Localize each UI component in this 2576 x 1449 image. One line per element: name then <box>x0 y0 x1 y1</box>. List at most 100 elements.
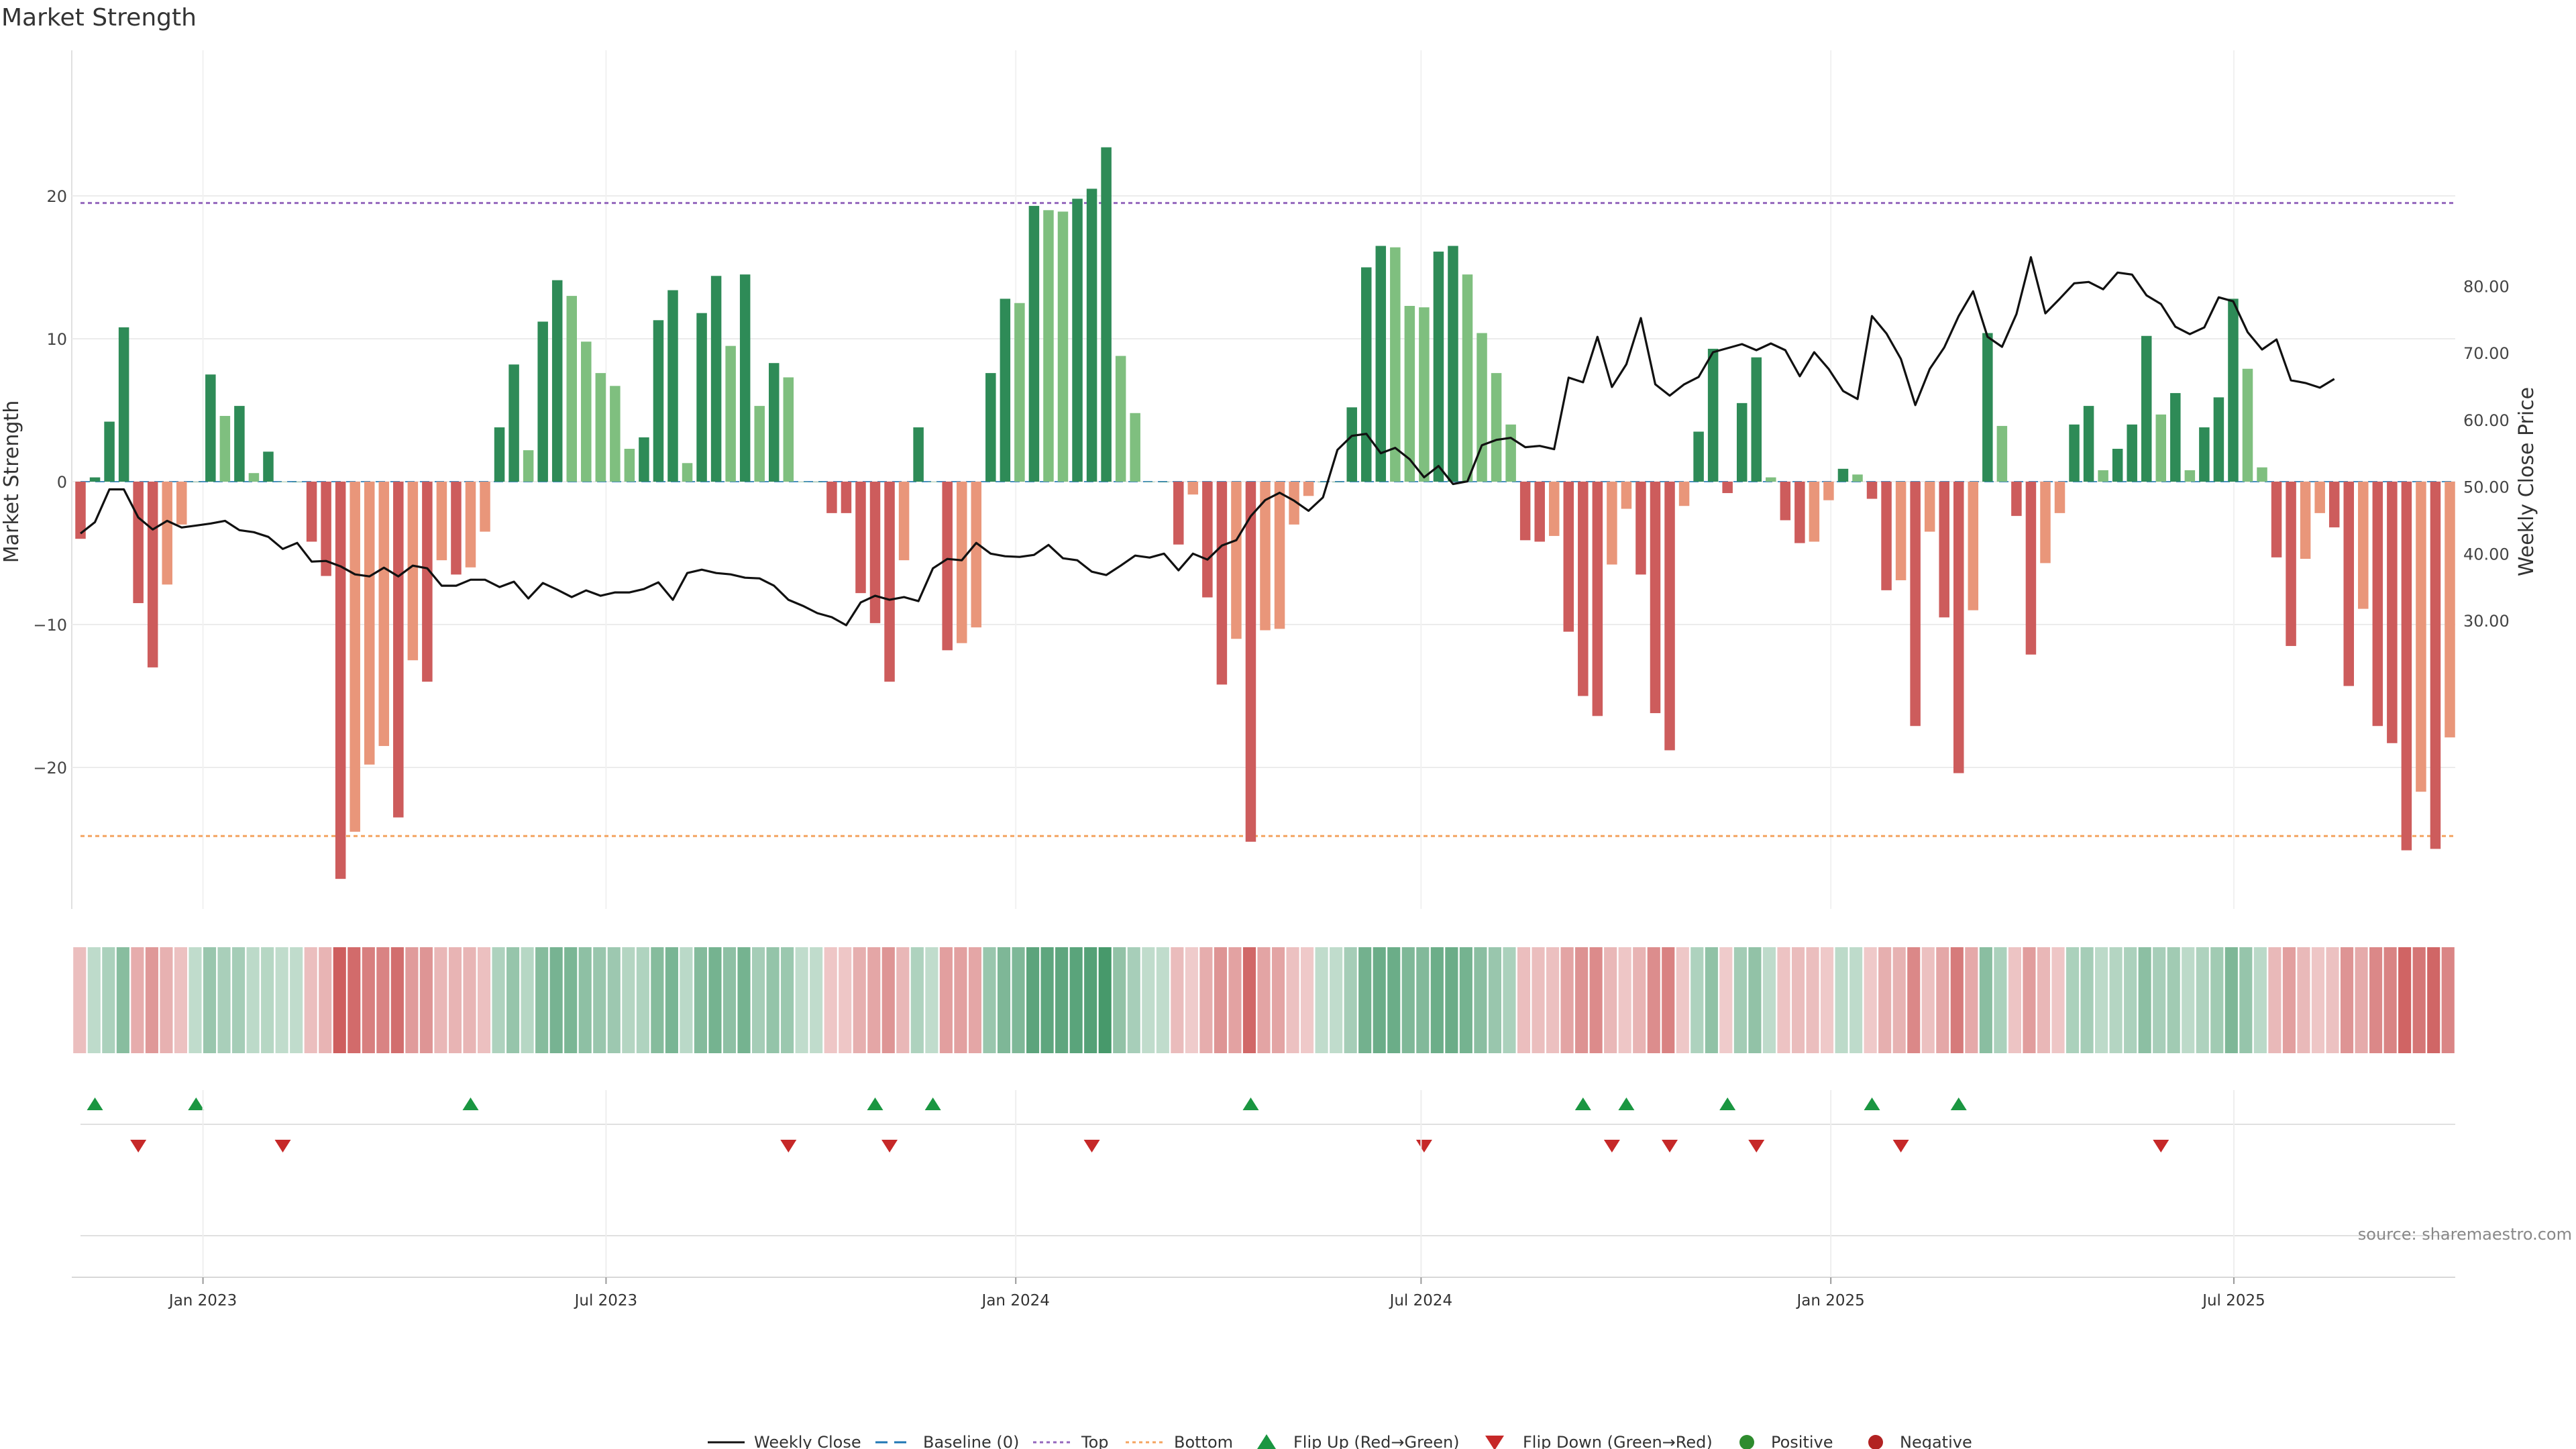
heat-cell <box>1286 947 1299 1053</box>
right-tick-label: 40.00 <box>2463 545 2510 564</box>
strength-bar <box>1852 474 1863 482</box>
heat-cell <box>448 947 462 1053</box>
strength-bar <box>1881 482 1892 590</box>
heat-cell <box>1676 947 1689 1053</box>
heat-cell <box>1733 947 1747 1053</box>
strength-bar <box>2155 414 2167 482</box>
date-tick-label: Jan 2024 <box>981 1292 1050 1309</box>
heat-cell <box>795 947 808 1053</box>
flip-down-icon <box>1485 1436 1504 1449</box>
heat-cell <box>2124 947 2137 1053</box>
left-tick-label: −20 <box>33 759 67 777</box>
heat-cell <box>1474 947 1487 1053</box>
heat-cell <box>1532 947 1545 1053</box>
strength-bar <box>754 406 765 482</box>
strength-bar <box>321 482 331 576</box>
heat-cell <box>1777 947 1790 1053</box>
heat-cell <box>2037 947 2051 1053</box>
strength-bar <box>364 482 375 765</box>
heat-cell <box>607 947 621 1053</box>
svg-text:Weekly Close: Weekly Close <box>754 1433 861 1449</box>
heat-cell <box>925 947 938 1053</box>
strength-bar <box>2314 482 2325 513</box>
strength-bar <box>985 373 996 482</box>
heat-cell <box>2138 947 2151 1053</box>
heat-cell <box>2095 947 2108 1053</box>
strength-bar <box>2300 482 2311 559</box>
heat-cell <box>2109 947 2123 1053</box>
heat-cell <box>564 947 578 1053</box>
heat-cell <box>1171 947 1184 1053</box>
heat-cell <box>1921 947 1935 1053</box>
strength-bar <box>1693 431 1704 482</box>
heat-cell <box>1791 947 1805 1053</box>
strength-bar <box>1404 306 1415 482</box>
heat-cell <box>434 947 447 1053</box>
strength-bar <box>1477 333 1487 482</box>
strength-bar <box>1216 482 1228 685</box>
left-tick-label: 20 <box>46 187 67 206</box>
strength-bar <box>855 482 866 594</box>
strength-bar <box>1173 482 1184 545</box>
heat-cell <box>1835 947 1848 1053</box>
strength-bar <box>1231 482 1242 639</box>
strength-bar <box>2430 482 2441 849</box>
heat-cell <box>116 947 129 1053</box>
heat-cell <box>145 947 158 1053</box>
heat-cell <box>506 947 520 1053</box>
strength-bar <box>176 482 187 525</box>
flip-down-marker <box>2153 1140 2169 1152</box>
left-tick-label: −10 <box>33 616 67 635</box>
strength-bar <box>1361 267 1372 482</box>
strength-bar <box>1187 482 1199 495</box>
source-note: source: sharemaestro.com <box>2358 1225 2572 1244</box>
strength-bar <box>508 364 519 482</box>
strength-bar <box>1578 482 1589 696</box>
heat-cell <box>1228 947 1242 1053</box>
heat-cell <box>1373 947 1386 1053</box>
heat-cell <box>997 947 1011 1053</box>
legend-item-weekly-close: Weekly Close <box>708 1433 861 1449</box>
heat-cell <box>189 947 202 1053</box>
strength-bar <box>942 482 953 651</box>
heat-cell <box>1575 947 1589 1053</box>
strength-bar <box>523 450 534 482</box>
heat-cell <box>319 947 332 1053</box>
flip-down-marker <box>1415 1140 1432 1152</box>
strength-bar <box>1448 246 1458 482</box>
strength-bar <box>1607 482 1617 565</box>
heat-cell <box>694 947 707 1053</box>
heat-cell <box>810 947 823 1053</box>
strength-bar <box>350 482 360 832</box>
heat-cell <box>333 947 346 1053</box>
strength-bar <box>1968 482 1979 610</box>
strength-bar <box>1245 482 1256 842</box>
strength-bar <box>1419 307 1430 482</box>
heat-cell <box>1604 947 1617 1053</box>
heat-cell <box>680 947 693 1053</box>
heat-cell <box>1806 947 1819 1053</box>
date-tick-label: Jan 2025 <box>1796 1292 1865 1309</box>
strength-bar <box>1303 482 1314 496</box>
svg-text:Flip Down (Green→Red): Flip Down (Green→Red) <box>1523 1433 1713 1449</box>
strength-bar <box>566 296 577 482</box>
strength-bar <box>869 482 881 623</box>
heat-cell <box>1821 947 1834 1053</box>
strength-bar <box>1592 482 1603 716</box>
strength-bar <box>1491 373 1502 482</box>
heat-cell <box>304 947 317 1053</box>
heat-cell <box>1098 947 1112 1053</box>
heat-cell <box>1705 947 1718 1053</box>
heat-cell <box>2340 947 2354 1053</box>
date-tick-label: Jul 2025 <box>2201 1292 2265 1309</box>
heat-cell <box>2153 947 2166 1053</box>
strength-bar <box>75 482 86 539</box>
flip-down-marker <box>1892 1140 1909 1152</box>
strength-bar <box>422 482 433 682</box>
flip-up-marker <box>87 1097 103 1110</box>
left-axis-label: Market Strength <box>0 400 23 563</box>
heat-cell <box>722 947 737 1053</box>
heat-cell <box>2412 947 2426 1053</box>
strength-bar <box>393 482 404 818</box>
heat-cell <box>535 947 549 1053</box>
